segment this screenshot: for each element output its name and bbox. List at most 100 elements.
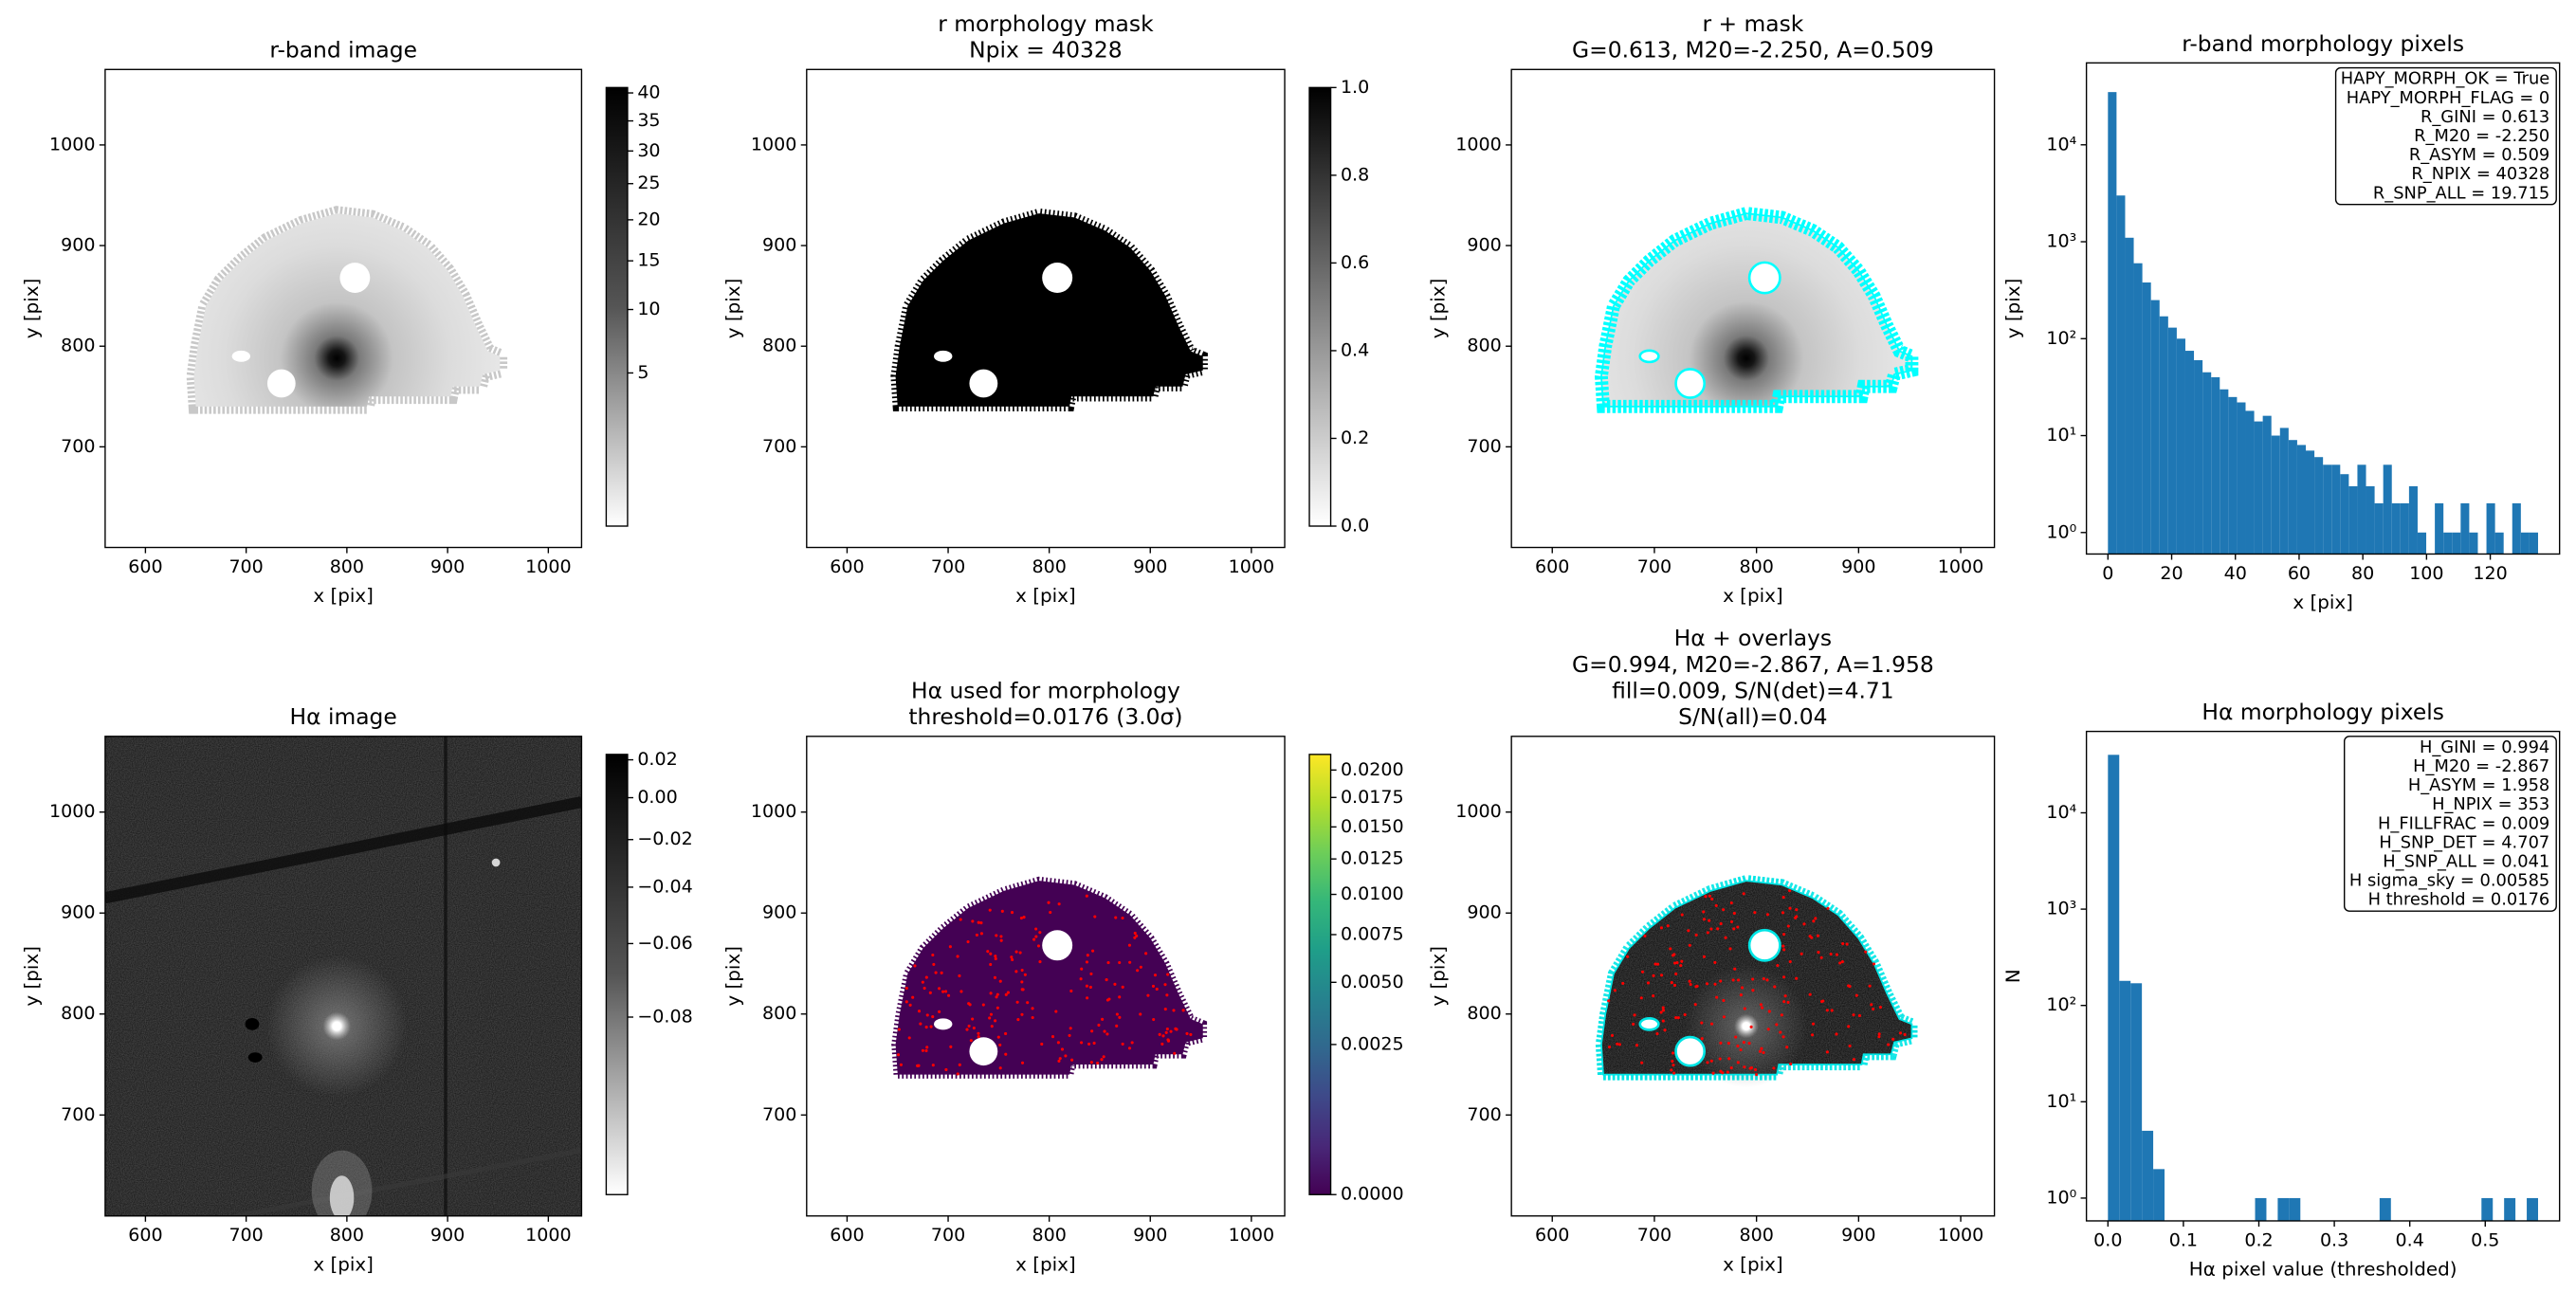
y-axis-label: y [pix] bbox=[21, 279, 43, 339]
image-area bbox=[890, 208, 1208, 412]
detected-pixel bbox=[1106, 961, 1110, 965]
detected-pixel bbox=[1781, 1035, 1785, 1039]
detected-pixel bbox=[1655, 1032, 1659, 1036]
galaxy bbox=[193, 213, 501, 407]
detected-pixel bbox=[1800, 952, 1803, 955]
x-tick-label: 0.1 bbox=[2169, 1229, 2198, 1250]
detected-pixel bbox=[1795, 976, 1799, 980]
colorbar-tick-label: 40 bbox=[637, 82, 660, 103]
detected-pixel bbox=[1115, 1012, 1119, 1016]
detected-pixel bbox=[1114, 916, 1118, 919]
x-tick-label: 700 bbox=[1637, 1225, 1672, 1246]
axes-frame bbox=[104, 68, 583, 549]
detected-pixel bbox=[1755, 1073, 1759, 1077]
detected-pixel bbox=[1758, 1049, 1763, 1053]
detected-pixel bbox=[1705, 982, 1709, 986]
detected-pixel bbox=[1819, 955, 1823, 959]
detected-pixel bbox=[899, 1063, 903, 1066]
histogram-bar bbox=[2194, 359, 2203, 555]
detected-pixel bbox=[977, 1031, 980, 1035]
x-axis-label: x [pix] bbox=[1015, 1253, 1076, 1275]
colorbar-tick-label: 0.0075 bbox=[1341, 923, 1404, 944]
detected-pixel bbox=[1878, 1006, 1882, 1010]
detected-pixel bbox=[1054, 1010, 1058, 1013]
detected-pixel bbox=[1710, 897, 1714, 901]
detected-pixel bbox=[1610, 1033, 1615, 1037]
histogram-bar bbox=[2296, 445, 2307, 555]
detected-pixel bbox=[1782, 933, 1786, 937]
detected-pixel bbox=[1753, 911, 1757, 915]
detected-pixel bbox=[1139, 1012, 1142, 1016]
stats-line: H_M20 = -2.867 bbox=[2413, 756, 2549, 776]
detected-pixel bbox=[1689, 982, 1692, 987]
detected-pixel bbox=[1070, 1058, 1074, 1062]
detected-pixel bbox=[1064, 1054, 1068, 1058]
image-area bbox=[891, 876, 1208, 1079]
detected-pixel bbox=[1632, 1022, 1635, 1026]
detected-pixel bbox=[1728, 947, 1732, 951]
x-tick-label: 1000 bbox=[525, 1225, 571, 1246]
x-tick-label: 120 bbox=[2473, 563, 2507, 584]
mask-outline bbox=[1600, 880, 1913, 1076]
detected-pixel bbox=[1688, 943, 1691, 947]
axes-frame bbox=[2085, 62, 2561, 555]
y-tick-label: 900 bbox=[762, 235, 796, 256]
detected-pixel bbox=[989, 952, 993, 955]
detected-pixel bbox=[1702, 910, 1706, 914]
detected-pixel bbox=[996, 1006, 999, 1010]
masked-blob bbox=[247, 1052, 263, 1063]
detected-pixel bbox=[1722, 1015, 1726, 1019]
colorbar bbox=[605, 754, 629, 1195]
detected-pixel bbox=[986, 950, 990, 954]
detected-pixel bbox=[1680, 913, 1684, 917]
detected-pixel bbox=[1898, 1031, 1903, 1035]
masked-hole bbox=[1042, 930, 1073, 961]
detected-pixel bbox=[1810, 1033, 1815, 1037]
detected-pixel bbox=[1742, 892, 1745, 896]
x-tick-label: 600 bbox=[830, 556, 864, 577]
detected-pixel bbox=[1105, 1032, 1109, 1036]
x-tick-label: 60 bbox=[2288, 563, 2311, 584]
detected-pixel bbox=[1731, 978, 1735, 982]
detected-pixel bbox=[1127, 943, 1131, 947]
detected-pixel bbox=[929, 1025, 933, 1028]
y-tick-label: 10² bbox=[2046, 994, 2076, 1015]
x-axis-label: x [pix] bbox=[2293, 591, 2353, 613]
detected-pixel bbox=[948, 945, 952, 949]
panel-title: Hα used for morphology bbox=[911, 678, 1180, 704]
detected-pixel bbox=[1706, 1061, 1709, 1065]
histogram-bar bbox=[2237, 402, 2246, 555]
histogram-bar bbox=[2184, 351, 2195, 555]
detected-pixel bbox=[966, 939, 970, 944]
detected-pixel bbox=[1672, 983, 1677, 988]
detected-pixel bbox=[1089, 1061, 1093, 1065]
detected-pixel bbox=[1103, 1029, 1106, 1033]
histogram-bar bbox=[2504, 1197, 2516, 1221]
histogram-bar bbox=[2374, 502, 2384, 555]
detected-pixel bbox=[995, 934, 998, 937]
detected-pixel bbox=[1766, 1028, 1770, 1031]
detected-pixel bbox=[968, 1003, 972, 1007]
x-tick-label: 900 bbox=[430, 1225, 465, 1246]
detected-pixel bbox=[979, 932, 983, 936]
detected-pixel bbox=[1719, 921, 1723, 926]
y-tick-label: 900 bbox=[1467, 235, 1501, 256]
detected-pixel bbox=[931, 953, 935, 957]
detected-pixel bbox=[1672, 1064, 1675, 1067]
y-tick-label: 1000 bbox=[751, 134, 796, 155]
detected-pixel bbox=[975, 933, 978, 937]
detected-pixel bbox=[1185, 1031, 1189, 1035]
detected-pixel bbox=[1713, 982, 1717, 986]
detected-pixel bbox=[1749, 1025, 1753, 1028]
detected-pixel bbox=[1782, 975, 1786, 979]
detected-pixel bbox=[1872, 1007, 1875, 1011]
histogram-bar bbox=[2211, 376, 2220, 555]
detected-pixel bbox=[1118, 960, 1122, 965]
histogram-bar bbox=[2435, 502, 2444, 555]
detected-pixel bbox=[1891, 1037, 1895, 1041]
histogram-bar bbox=[2452, 532, 2461, 555]
detected-pixel bbox=[1659, 1010, 1663, 1014]
histogram-bar bbox=[2245, 410, 2255, 555]
histogram-bar bbox=[2486, 502, 2495, 555]
